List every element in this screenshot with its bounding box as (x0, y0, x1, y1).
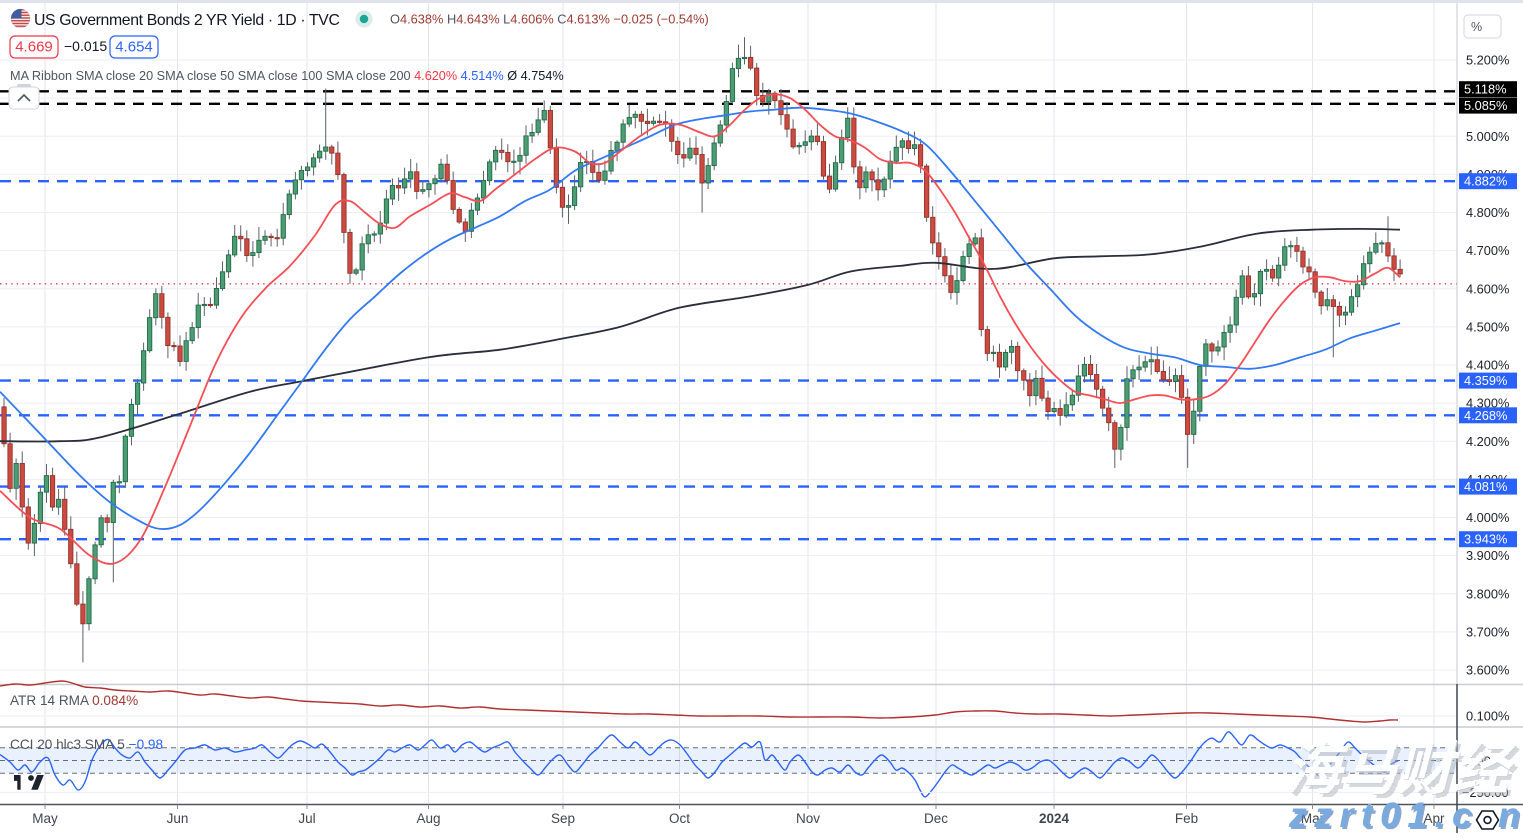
svg-text:4.359%: 4.359% (1464, 373, 1507, 388)
svg-text:Apr: Apr (1423, 811, 1445, 826)
svg-text:5.118%: 5.118% (1464, 82, 1506, 97)
svg-text:zzrt01.c: zzrt01.c (1288, 795, 1479, 833)
svg-text:4.669: 4.669 (15, 39, 53, 56)
svg-text:0.100%: 0.100% (1466, 709, 1509, 724)
svg-text:Mar: Mar (1301, 811, 1325, 826)
svg-text:5.085%: 5.085% (1464, 98, 1507, 113)
svg-text:Feb: Feb (1175, 811, 1198, 826)
svg-text:Dec: Dec (924, 811, 948, 826)
svg-text:4.200%: 4.200% (1466, 434, 1509, 449)
svg-text:2024: 2024 (1039, 811, 1070, 826)
svg-text:5.200%: 5.200% (1466, 53, 1509, 68)
svg-text:O4.638% H4.643% L4.606% C4.613: O4.638% H4.643% L4.606% C4.613% −0.025 (… (390, 12, 709, 27)
svg-text:4.400%: 4.400% (1466, 358, 1509, 373)
svg-text:n: n (1498, 795, 1520, 833)
svg-text:5.000%: 5.000% (1466, 129, 1509, 144)
svg-text:4.000%: 4.000% (1466, 510, 1509, 525)
svg-text:MA Ribbon SMA close 20 SMA clo: MA Ribbon SMA close 20 SMA close 50 SMA … (10, 69, 564, 83)
svg-text:4.654: 4.654 (115, 39, 153, 56)
svg-text:May: May (32, 811, 58, 826)
svg-text:4.800%: 4.800% (1466, 205, 1509, 220)
svg-text:Jun: Jun (167, 811, 189, 826)
svg-text:Aug: Aug (416, 811, 440, 826)
svg-text:CCI 20 hlc3 SMA 5 −0.98: CCI 20 hlc3 SMA 5 −0.98 (10, 737, 163, 752)
svg-text:3.600%: 3.600% (1466, 663, 1509, 678)
svg-text:%: % (1471, 20, 1482, 34)
svg-text:−0.015: −0.015 (64, 38, 107, 54)
svg-text:4.268%: 4.268% (1464, 408, 1507, 423)
svg-text:US Government Bonds 2 YR Yield: US Government Bonds 2 YR Yield · 1D · TV… (34, 12, 340, 29)
svg-text:n: n (1500, 797, 1522, 833)
svg-text:Oct: Oct (669, 811, 690, 826)
svg-text:4.500%: 4.500% (1466, 319, 1509, 334)
svg-text:Jul: Jul (298, 811, 315, 826)
svg-text:3.943%: 3.943% (1464, 532, 1507, 547)
svg-text:4.600%: 4.600% (1466, 281, 1509, 296)
svg-text:Sep: Sep (551, 811, 575, 826)
svg-text:4.882%: 4.882% (1464, 174, 1507, 189)
svg-text:4.081%: 4.081% (1464, 479, 1507, 494)
svg-text:Nov: Nov (796, 811, 820, 826)
svg-text:3.700%: 3.700% (1466, 624, 1509, 639)
svg-text:3.900%: 3.900% (1466, 548, 1509, 563)
svg-text:zzrt01.c: zzrt01.c (1290, 797, 1481, 833)
svg-text:4.700%: 4.700% (1466, 243, 1509, 258)
svg-text:ATR 14 RMA 0.084%: ATR 14 RMA 0.084% (10, 693, 138, 708)
svg-text:3.800%: 3.800% (1466, 586, 1509, 601)
svg-text:4.300%: 4.300% (1466, 396, 1509, 411)
